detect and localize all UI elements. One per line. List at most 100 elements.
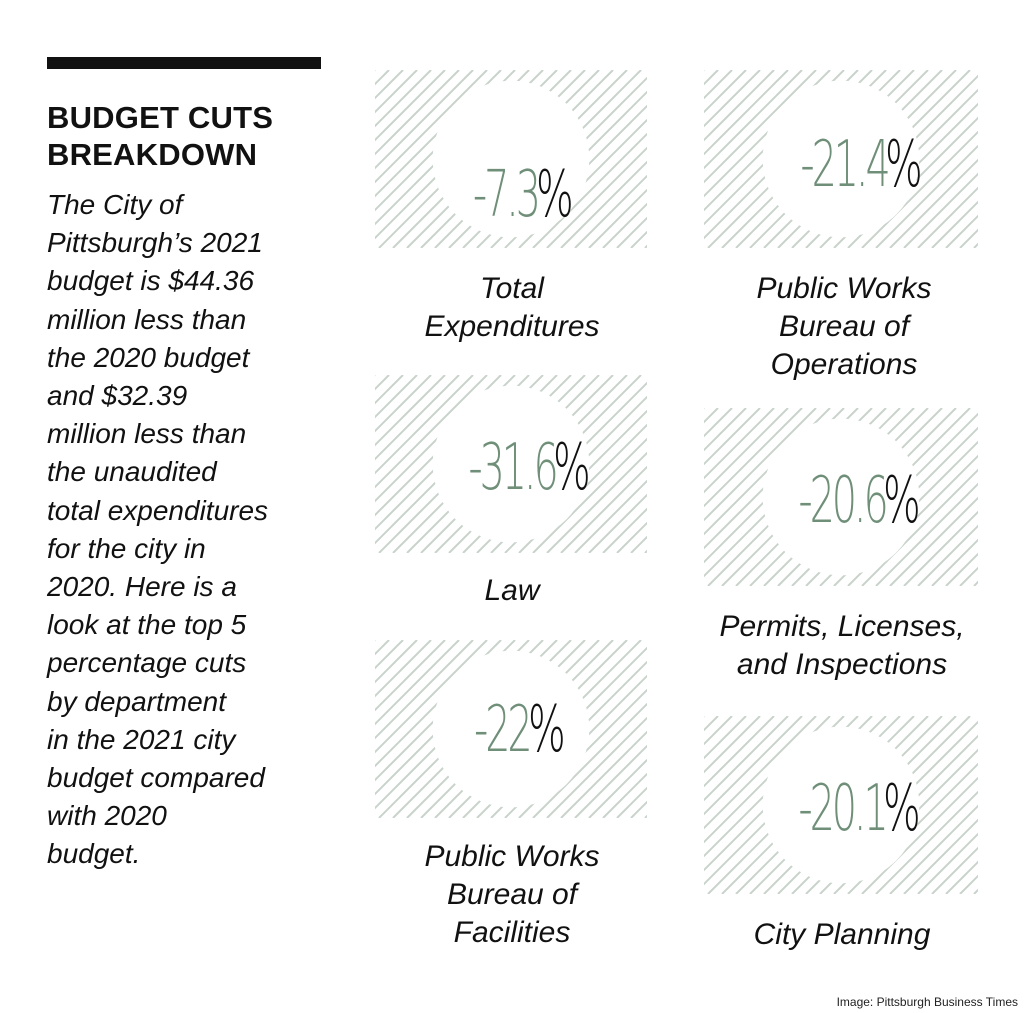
description-line: by department [47,685,226,717]
description-line: look at the top 5 [47,609,247,641]
hatch-line [375,640,446,712]
stat-label-line: Expenditures [424,310,600,343]
hatch-line [532,437,647,553]
hatch-line [375,70,418,114]
hatched-badge [375,375,647,553]
hatch-line [805,720,978,894]
description-line: budget is $44.36 [47,265,255,297]
hatch-line [833,102,978,248]
percent-sign: % [885,128,923,202]
hatch-line [704,716,803,816]
hatch-line [749,716,929,894]
hatch-line [420,640,600,818]
hatch-line [375,640,488,754]
hatch-line [406,375,586,553]
hatch-line [833,748,978,894]
hatch-line [375,640,502,768]
hatch-pattern [704,70,978,248]
hatch-pattern [704,408,978,586]
hatch-line [392,375,572,553]
hatch-line [931,846,978,894]
description-line: budget. [47,838,141,870]
hatch-line [704,408,817,522]
hatch-line [375,70,432,128]
hatch-line [704,716,859,872]
hatch-pattern [375,640,647,818]
stat-label-line: Facilities [453,916,571,949]
hatch-line [616,216,647,248]
description-line: total expenditures [47,494,269,526]
hatch-line [375,375,474,475]
stat-label-line: and Inspections [736,648,948,681]
hatch-line [375,375,418,419]
hatch-line [707,408,887,586]
hatch-line [903,172,978,248]
hatch-line [704,70,859,226]
stat-label-line: Bureau of [778,310,910,343]
hatch-line [616,786,647,818]
hatch-line [490,90,647,248]
hatch-line [448,640,628,818]
stat-label: Public Works Bureau of Operations [694,270,994,384]
description-line: percentage cuts [47,647,247,679]
stat-label-line: Permits, Licenses, [719,610,965,643]
hatch-line [375,70,516,212]
stat-label-line: Public Works [424,840,600,873]
hatch-line [375,640,418,684]
hatch-line [721,70,901,248]
hatch-line [375,375,530,531]
hatch-line [903,510,978,586]
hatch-line [602,202,647,248]
hatch-line [375,375,460,461]
hatch-line [945,214,978,248]
hatch-line [518,118,647,248]
hatch-line [375,70,502,198]
hatch-line [504,104,647,248]
hatch-line [931,538,978,586]
hatch-line [704,70,761,128]
description-line: budget compared [47,762,265,794]
hatch-line [847,454,978,586]
hatch-line [616,521,647,553]
hatch-line [791,716,971,894]
hatch-line [375,70,488,184]
hatch-line [704,70,831,198]
hatch-line [819,426,978,586]
hatch-line [735,716,915,894]
hatch-line [375,640,474,740]
image-credit: Image: Pittsburgh Business Times [836,995,1018,1009]
hatch-line [777,716,957,894]
hatch-line [490,395,647,553]
hatch-line [375,640,530,796]
hatch-line [861,776,978,894]
stat-total-expenditures: -7.3% Total Expenditures [362,70,662,360]
hatch-pattern [375,375,647,553]
hatch-line [588,493,647,553]
hatch-line [945,860,978,894]
hatch-line [375,375,488,489]
hatch-line [420,70,600,248]
stat-number: -7.3 [472,158,541,232]
hatch-line [917,524,978,586]
description-line: The City of [47,189,183,220]
hatch-line [546,716,647,818]
description: The City of Pittsburgh’s 2021 budget is … [47,186,347,874]
hatch-line [375,375,432,433]
page-title: BUDGET CUTS BREAKDOWN [47,99,347,173]
hatch-line [704,716,789,802]
hatch-line [504,409,647,553]
stat-label-line: City Planning [753,918,931,951]
hatch-line [749,70,929,248]
hatched-badge [375,70,647,248]
hatch-line [560,465,647,553]
hatch-line [378,640,558,818]
hatch-line [889,804,978,894]
stat-value: -21.4% [694,128,994,202]
hatch-line [791,408,971,586]
hatch-line [462,640,642,818]
hatch-line [704,70,789,156]
hatch-line [704,70,845,212]
hatch-line [704,408,789,494]
stat-public-works-operations: -21.4% Public Works Bureau of Operations [694,70,994,390]
hatched-badge [375,640,647,818]
